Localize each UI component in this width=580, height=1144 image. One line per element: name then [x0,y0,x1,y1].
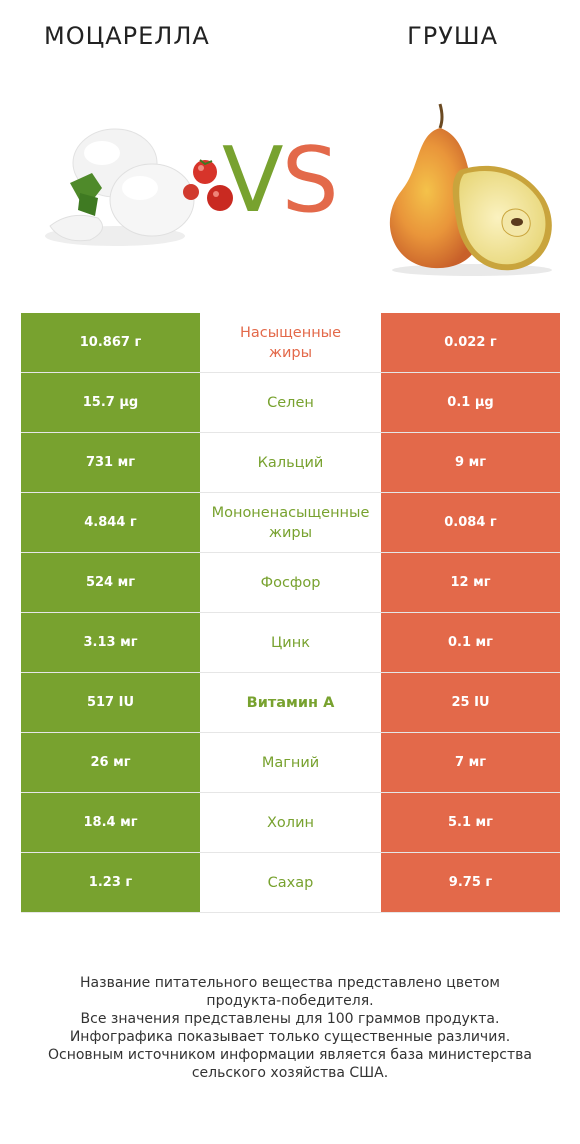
pear-value: 9 мг [380,432,560,493]
nutrient-name: Сахар [200,852,381,913]
mozzarella-value: 10.867 г [21,313,201,373]
nutrient-label: Витамин A [246,694,335,711]
nutrient-name: Холин [200,792,381,853]
mozzarella-value: 18.4 мг [21,792,201,853]
nutrient-label-line: Мононенасыщенные [211,504,370,521]
mozzarella-value: 517 IU [21,672,201,733]
nutrient-label: Насыщенные жиры [240,323,341,363]
nutrient-label: Селен [267,394,314,411]
table-row: 26 мг Магний 7 мг [21,732,560,793]
nutrient-name: Витамин A [200,672,381,733]
table-row: 524 мг Фосфор 12 мг [21,552,560,613]
table-row: 1.23 г Сахар 9.75 г [21,852,560,913]
nutrient-label: Сахар [267,874,314,891]
nutrient-label: Цинк [271,634,310,651]
pear-value: 9.75 г [380,852,560,913]
footer-line: Основным источником информации является … [48,1047,532,1063]
mozzarella-value: 1.23 г [21,852,201,913]
pear-value: 0.022 г [380,313,560,373]
table-row: 18.4 мг Холин 5.1 мг [21,792,560,853]
nutrient-name: Насыщенные жиры [200,313,381,373]
nutrient-label: Магний [261,754,320,771]
footer-notes: Название питательного вещества представл… [20,974,560,1082]
table-row: 517 IU Витамин A 25 IU [21,672,560,733]
nutrient-name: Магний [200,732,381,793]
pear-value: 5.1 мг [380,792,560,853]
table-row: 3.13 мг Цинк 0.1 мг [21,612,560,673]
footer-line: Инфографика показывает только существенн… [69,1029,511,1045]
mozzarella-value: 4.844 г [21,492,201,553]
right-product-title: ГРУША [407,22,498,50]
comparison-table: 10.867 г Насыщенные жиры 0.022 г 15.7 µg … [21,313,560,913]
pear-value: 12 мг [380,552,560,613]
table-row: 4.844 г Мононенасыщенные жиры 0.084 г [21,492,560,553]
nutrient-label: Фосфор [260,574,321,591]
nutrient-name: Мононенасыщенные жиры [200,492,381,553]
nutrient-name: Фосфор [200,552,381,613]
vs-label: VS [222,136,339,226]
nutrient-label: Кальций [257,454,324,471]
table-row: 15.7 µg Селен 0.1 µg [21,372,560,433]
nutrient-label: Мононенасыщенные жиры [212,503,370,543]
left-product-title: МОЦАРЕЛЛА [44,22,210,50]
table-row: 731 мг Кальций 9 мг [21,432,560,493]
mozzarella-value: 3.13 мг [21,612,201,673]
vs-v: V [222,128,284,233]
footer-line: продукта-победителя. [206,993,374,1009]
footer-line: Все значения представлены для 100 граммо… [80,1011,500,1027]
nutrient-label-line: жиры [268,344,313,361]
vs-s: S [281,128,339,233]
mozzarella-value: 731 мг [21,432,201,493]
footer-line: сельского хозяйства США. [191,1065,389,1081]
table-row: 10.867 г Насыщенные жиры 0.022 г [21,313,560,373]
pear-value: 0.1 мг [380,612,560,673]
nutrient-name: Селен [200,372,381,433]
pear-value: 0.1 µg [380,372,560,433]
mozzarella-illustration [45,128,233,246]
footer-line: Название питательного вещества представл… [80,975,500,991]
mozzarella-value: 26 мг [21,732,201,793]
nutrient-name: Кальций [200,432,381,493]
pear-illustration [389,103,552,276]
nutrient-label-line: Насыщенные [239,324,342,341]
nutrient-label: Холин [267,814,314,831]
pear-value: 0.084 г [380,492,560,553]
pear-value: 7 мг [380,732,560,793]
pear-value: 25 IU [380,672,560,733]
mozzarella-value: 15.7 µg [21,372,201,433]
nutrient-label-line: жиры [268,524,313,541]
mozzarella-value: 524 мг [21,552,201,613]
nutrient-name: Цинк [200,612,381,673]
